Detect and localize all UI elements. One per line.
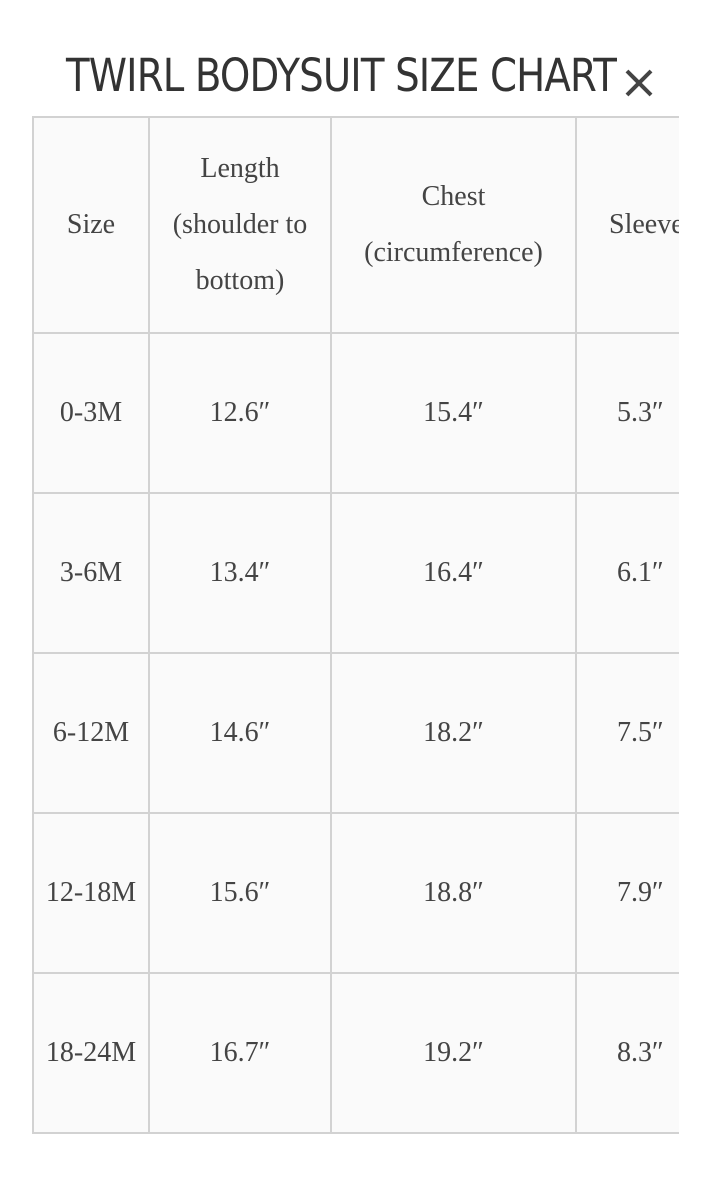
cell-sleeve: 8.3″ bbox=[575, 972, 679, 1134]
cell-size: 18-24M bbox=[32, 972, 150, 1134]
header-row: Size Length (shoulder to bottom) Chest (… bbox=[32, 116, 679, 334]
header-chest: Chest (circumference) bbox=[330, 116, 577, 334]
cell-chest: 18.8″ bbox=[330, 812, 577, 974]
close-icon[interactable] bbox=[622, 66, 656, 100]
header-size: Size bbox=[32, 116, 150, 334]
page-title: TWIRL BODYSUIT SIZE CHART bbox=[66, 49, 617, 102]
cell-sleeve: 6.1″ bbox=[575, 492, 679, 654]
title-container: TWIRL BODYSUIT SIZE CHART bbox=[0, 48, 679, 108]
cell-chest: 19.2″ bbox=[330, 972, 577, 1134]
header-length: Length (shoulder to bottom) bbox=[148, 116, 332, 334]
table-row: 3-6M 13.4″ 16.4″ 6.1″ bbox=[32, 492, 679, 654]
table-row: 18-24M 16.7″ 19.2″ 8.3″ bbox=[32, 972, 679, 1134]
cell-chest: 18.2″ bbox=[330, 652, 577, 814]
table-row: 12-18M 15.6″ 18.8″ 7.9″ bbox=[32, 812, 679, 974]
cell-length: 15.6″ bbox=[148, 812, 332, 974]
cell-length: 13.4″ bbox=[148, 492, 332, 654]
cell-size: 12-18M bbox=[32, 812, 150, 974]
size-chart-table-container[interactable]: Size Length (shoulder to bottom) Chest (… bbox=[32, 116, 679, 1146]
table-row: 0-3M 12.6″ 15.4″ 5.3″ bbox=[32, 332, 679, 494]
cell-sleeve: 7.9″ bbox=[575, 812, 679, 974]
cell-size: 3-6M bbox=[32, 492, 150, 654]
cell-length: 16.7″ bbox=[148, 972, 332, 1134]
cell-size: 6-12M bbox=[32, 652, 150, 814]
cell-sleeve: 7.5″ bbox=[575, 652, 679, 814]
cell-chest: 16.4″ bbox=[330, 492, 577, 654]
cell-length: 12.6″ bbox=[148, 332, 332, 494]
table-row: 6-12M 14.6″ 18.2″ 7.5″ bbox=[32, 652, 679, 814]
cell-chest: 15.4″ bbox=[330, 332, 577, 494]
cell-sleeve: 5.3″ bbox=[575, 332, 679, 494]
header-sleeve: Sleeve Length bbox=[575, 116, 679, 334]
cell-size: 0-3M bbox=[32, 332, 150, 494]
cell-length: 14.6″ bbox=[148, 652, 332, 814]
size-chart-table: Size Length (shoulder to bottom) Chest (… bbox=[32, 116, 679, 1134]
